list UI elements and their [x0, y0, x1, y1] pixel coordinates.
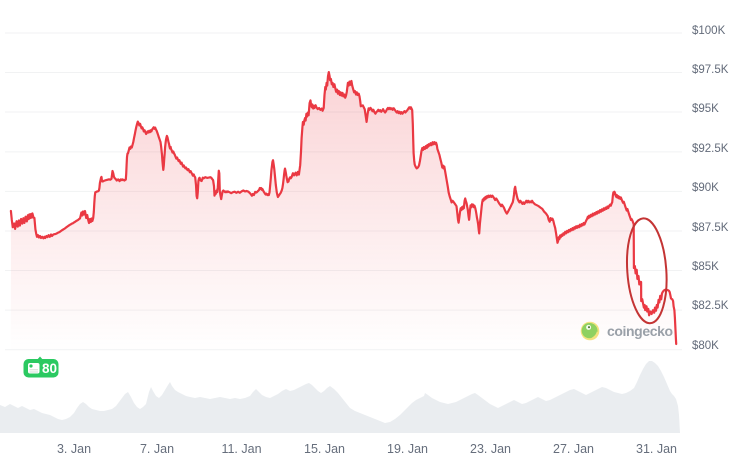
svg-text:80: 80	[42, 361, 57, 376]
